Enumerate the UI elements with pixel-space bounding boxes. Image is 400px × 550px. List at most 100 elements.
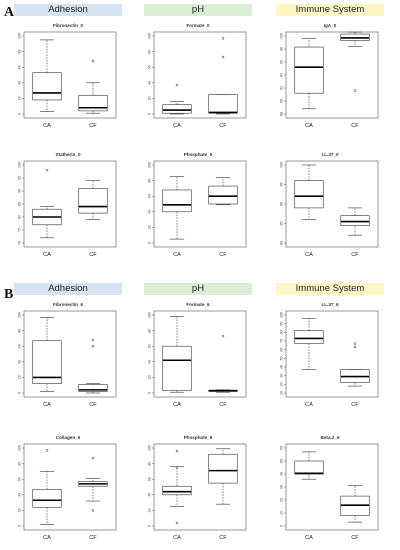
y-tick-label: 100 [18, 162, 22, 168]
y-tick-label: 75 [18, 228, 22, 232]
outlier-point [91, 344, 95, 348]
y-tick-label: 94 [280, 73, 284, 77]
boxplot-chart: Fibronectin_6 0 20 40 60 80 100 CA CF [18, 302, 117, 408]
x-category-label: CA [173, 535, 181, 541]
y-tick-label: 20 [148, 375, 152, 379]
plot-frame [153, 160, 247, 248]
chart-title: IgA_0 [324, 23, 337, 28]
chart-title: Phosphate_6 [184, 435, 213, 440]
y-tick-label: 100 [148, 445, 152, 451]
y-tick-label: 80 [280, 330, 284, 334]
plot-frame [285, 310, 379, 398]
x-category-label: CA [43, 252, 51, 258]
x-category-label: CF [219, 123, 227, 129]
y-tick-label: 40 [280, 472, 284, 476]
box [78, 188, 108, 214]
boxplot-chart: IgA_0 88 90 92 94 96 98 100 CA CF [280, 23, 379, 129]
plot-frame [153, 31, 247, 119]
box [32, 340, 62, 384]
boxplot-chart: Phosphate_6 0 20 40 60 80 100 CA CF [148, 435, 247, 541]
y-tick-label: 96 [280, 60, 284, 64]
y-tick-label: 80 [18, 215, 22, 219]
category-header-immune-system: Immune System [276, 4, 384, 16]
panel-letter-b: B [4, 287, 14, 302]
x-category-label: CF [89, 402, 97, 408]
panel-letter-a: A [4, 5, 15, 20]
chart-title: Formate_6 [186, 302, 210, 307]
y-tick-label: 60 [148, 65, 152, 69]
x-category-label: CF [351, 123, 359, 129]
y-tick-label: 100 [148, 312, 152, 318]
outlier-point [91, 338, 95, 342]
outlier-point [221, 37, 225, 40]
y-tick-label: 60 [18, 344, 22, 348]
y-tick-label: 0 [148, 525, 152, 527]
chart-title: Phosphate_0 [184, 152, 213, 157]
category-header-immune-system: Immune System [276, 283, 384, 295]
x-category-label: CA [43, 535, 51, 541]
box [32, 489, 62, 508]
box [162, 104, 192, 114]
box [208, 185, 238, 205]
y-tick-label: 100 [148, 33, 152, 39]
boxplot-chart: Formate_0 0 20 40 60 80 100 CA CF [148, 23, 247, 129]
y-tick-label: 40 [280, 365, 284, 369]
x-category-label: CF [351, 252, 359, 258]
outlier-point [175, 466, 179, 469]
y-tick-label: 100 [148, 162, 152, 168]
box [340, 215, 370, 226]
y-tick-label: 100 [18, 445, 22, 451]
y-tick-label: 80 [148, 329, 152, 333]
y-tick-label: 85 [18, 202, 22, 206]
x-category-label: CA [173, 252, 181, 258]
y-tick-label: 40 [18, 81, 22, 85]
box [162, 189, 192, 213]
y-tick-label: 10 [280, 391, 284, 395]
y-tick-label: 20 [18, 508, 22, 512]
y-tick-label: 80 [148, 179, 152, 183]
chart-title: Fibronectin_6 [53, 302, 84, 307]
x-category-label: CF [219, 252, 227, 258]
y-tick-label: 80 [148, 462, 152, 466]
x-category-label: CA [305, 402, 313, 408]
box [294, 46, 324, 94]
plot-frame [23, 310, 117, 398]
y-tick-label: 0 [148, 392, 152, 394]
chart-title: LL.37_0 [321, 152, 339, 157]
y-tick-label: 0 [18, 525, 22, 527]
x-category-label: CA [173, 402, 181, 408]
outlier-point [353, 345, 357, 349]
x-category-label: CA [305, 535, 313, 541]
chart-title: Fibronectin_0 [53, 23, 84, 28]
y-tick-label: 0 [148, 242, 152, 244]
y-tick-label: 100 [18, 312, 22, 318]
y-tick-label: 40 [148, 493, 152, 497]
chart-title: Collagen_6 [56, 435, 81, 440]
y-tick-label: 98 [280, 47, 284, 51]
x-category-label: CF [219, 535, 227, 541]
boxplot-chart: Formate_6 0 20 40 60 80 100 CA CF [148, 302, 247, 408]
outlier-point [91, 509, 95, 512]
plot-frame [23, 31, 117, 119]
y-tick-label: 40 [18, 493, 22, 497]
x-category-label: CF [351, 535, 359, 541]
outlier-point [91, 59, 95, 63]
x-category-label: CF [219, 402, 227, 408]
y-tick-label: 92 [280, 86, 284, 90]
y-tick-label: 40 [148, 81, 152, 85]
y-tick-label: 60 [280, 348, 284, 352]
y-tick-label: 70 [18, 241, 22, 245]
x-category-label: CA [43, 402, 51, 408]
box [294, 460, 324, 475]
y-tick-label: 80 [280, 241, 284, 245]
x-category-label: CA [305, 252, 313, 258]
outlier-point [175, 83, 179, 87]
chart-title: Statherin_0 [55, 152, 80, 157]
y-tick-label: 20 [18, 96, 22, 100]
y-tick-label: 10 [280, 511, 284, 515]
boxplot-chart: Fibronectin_0 0 20 40 60 80 100 CA CF [18, 23, 117, 129]
plot-frame [153, 443, 247, 531]
y-tick-label: 60 [280, 446, 284, 450]
y-tick-label: 60 [148, 477, 152, 481]
category-header-ph: pH [144, 4, 252, 16]
